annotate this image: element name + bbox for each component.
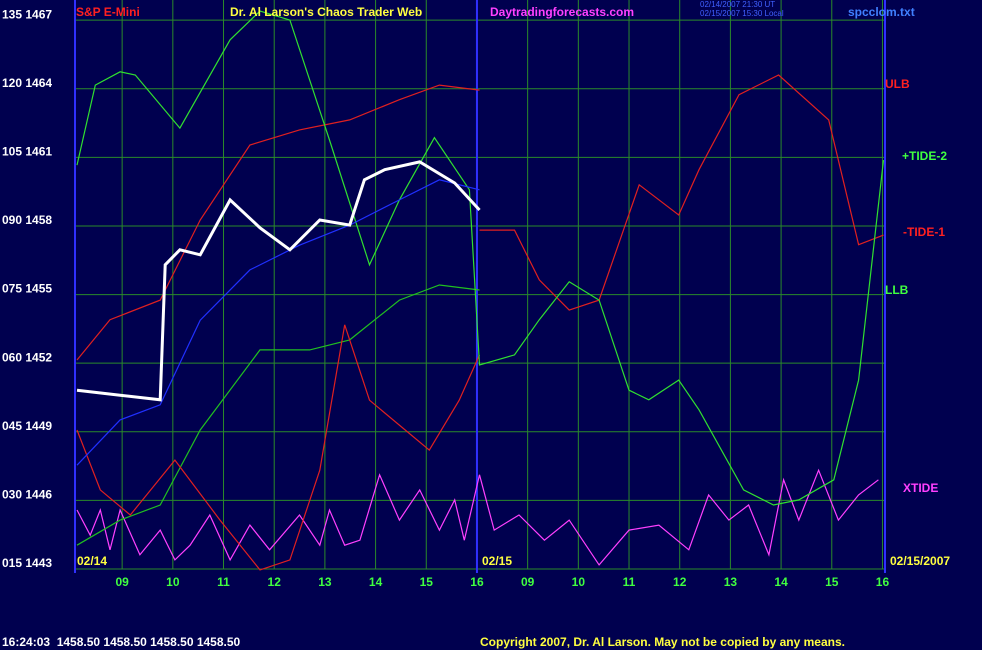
x-tick-label: 11	[217, 575, 230, 589]
x-tick-label: 10	[166, 575, 180, 589]
annotation: -TIDE-1	[903, 225, 945, 239]
y-tick-label: 120 1464	[2, 76, 52, 90]
title: spcclom.txt	[848, 5, 915, 19]
y-tick-label: 060 1452	[2, 350, 52, 364]
y-tick-label: 105 1461	[2, 145, 52, 159]
annotation: XTIDE	[903, 481, 938, 495]
y-tick-label: 015 1443	[2, 556, 52, 570]
series-line	[76, 84, 480, 361]
title: S&P E-Mini	[76, 5, 140, 19]
series-line	[76, 179, 480, 466]
x-tick-label: 12	[673, 575, 687, 589]
series-line	[76, 10, 885, 506]
series-line	[76, 284, 480, 546]
x-tick-label: 15	[420, 575, 434, 589]
x-tick-label: 09	[521, 575, 535, 589]
x-tick-label: 16	[470, 575, 484, 589]
timestamp: 02/14/2007 21:30 UT	[700, 0, 775, 9]
x-tick-label: 13	[318, 575, 332, 589]
annotation: +TIDE-2	[902, 149, 947, 163]
series-line	[76, 324, 481, 571]
copyright: Copyright 2007, Dr. Al Larson. May not b…	[480, 635, 845, 649]
title: Dr. Al Larson's Chaos Trader Web	[230, 5, 422, 19]
title: Daytradingforecasts.com	[490, 5, 634, 19]
y-tick-label: 090 1458	[2, 213, 52, 227]
annotation: ULB	[885, 77, 910, 91]
timestamp: 02/15/2007 15:30 Local	[700, 9, 784, 18]
date-label: 02/15	[482, 554, 512, 568]
x-tick-label: 11	[623, 575, 636, 589]
y-tick-label: 045 1449	[2, 419, 52, 433]
x-tick-label: 14	[369, 575, 383, 589]
y-tick-label: 075 1455	[2, 282, 52, 296]
x-tick-label: 09	[115, 575, 129, 589]
date-label: 02/15/2007	[890, 554, 950, 568]
date-label: 02/14	[77, 554, 107, 568]
x-tick-label: 15	[825, 575, 839, 589]
status: 16:24:03 1458.50 1458.50 1458.50 1458.50	[2, 635, 241, 649]
x-tick-label: 10	[572, 575, 586, 589]
x-tick-label: 16	[876, 575, 890, 589]
x-tick-label: 14	[774, 575, 788, 589]
series-line	[76, 468, 879, 566]
annotation: LLB	[885, 283, 909, 297]
y-tick-label: 030 1446	[2, 488, 52, 502]
y-tick-label: 135 1467	[2, 7, 52, 21]
series-line	[76, 160, 481, 402]
x-tick-label: 12	[268, 575, 282, 589]
x-tick-label: 13	[724, 575, 738, 589]
series-line	[479, 74, 884, 311]
